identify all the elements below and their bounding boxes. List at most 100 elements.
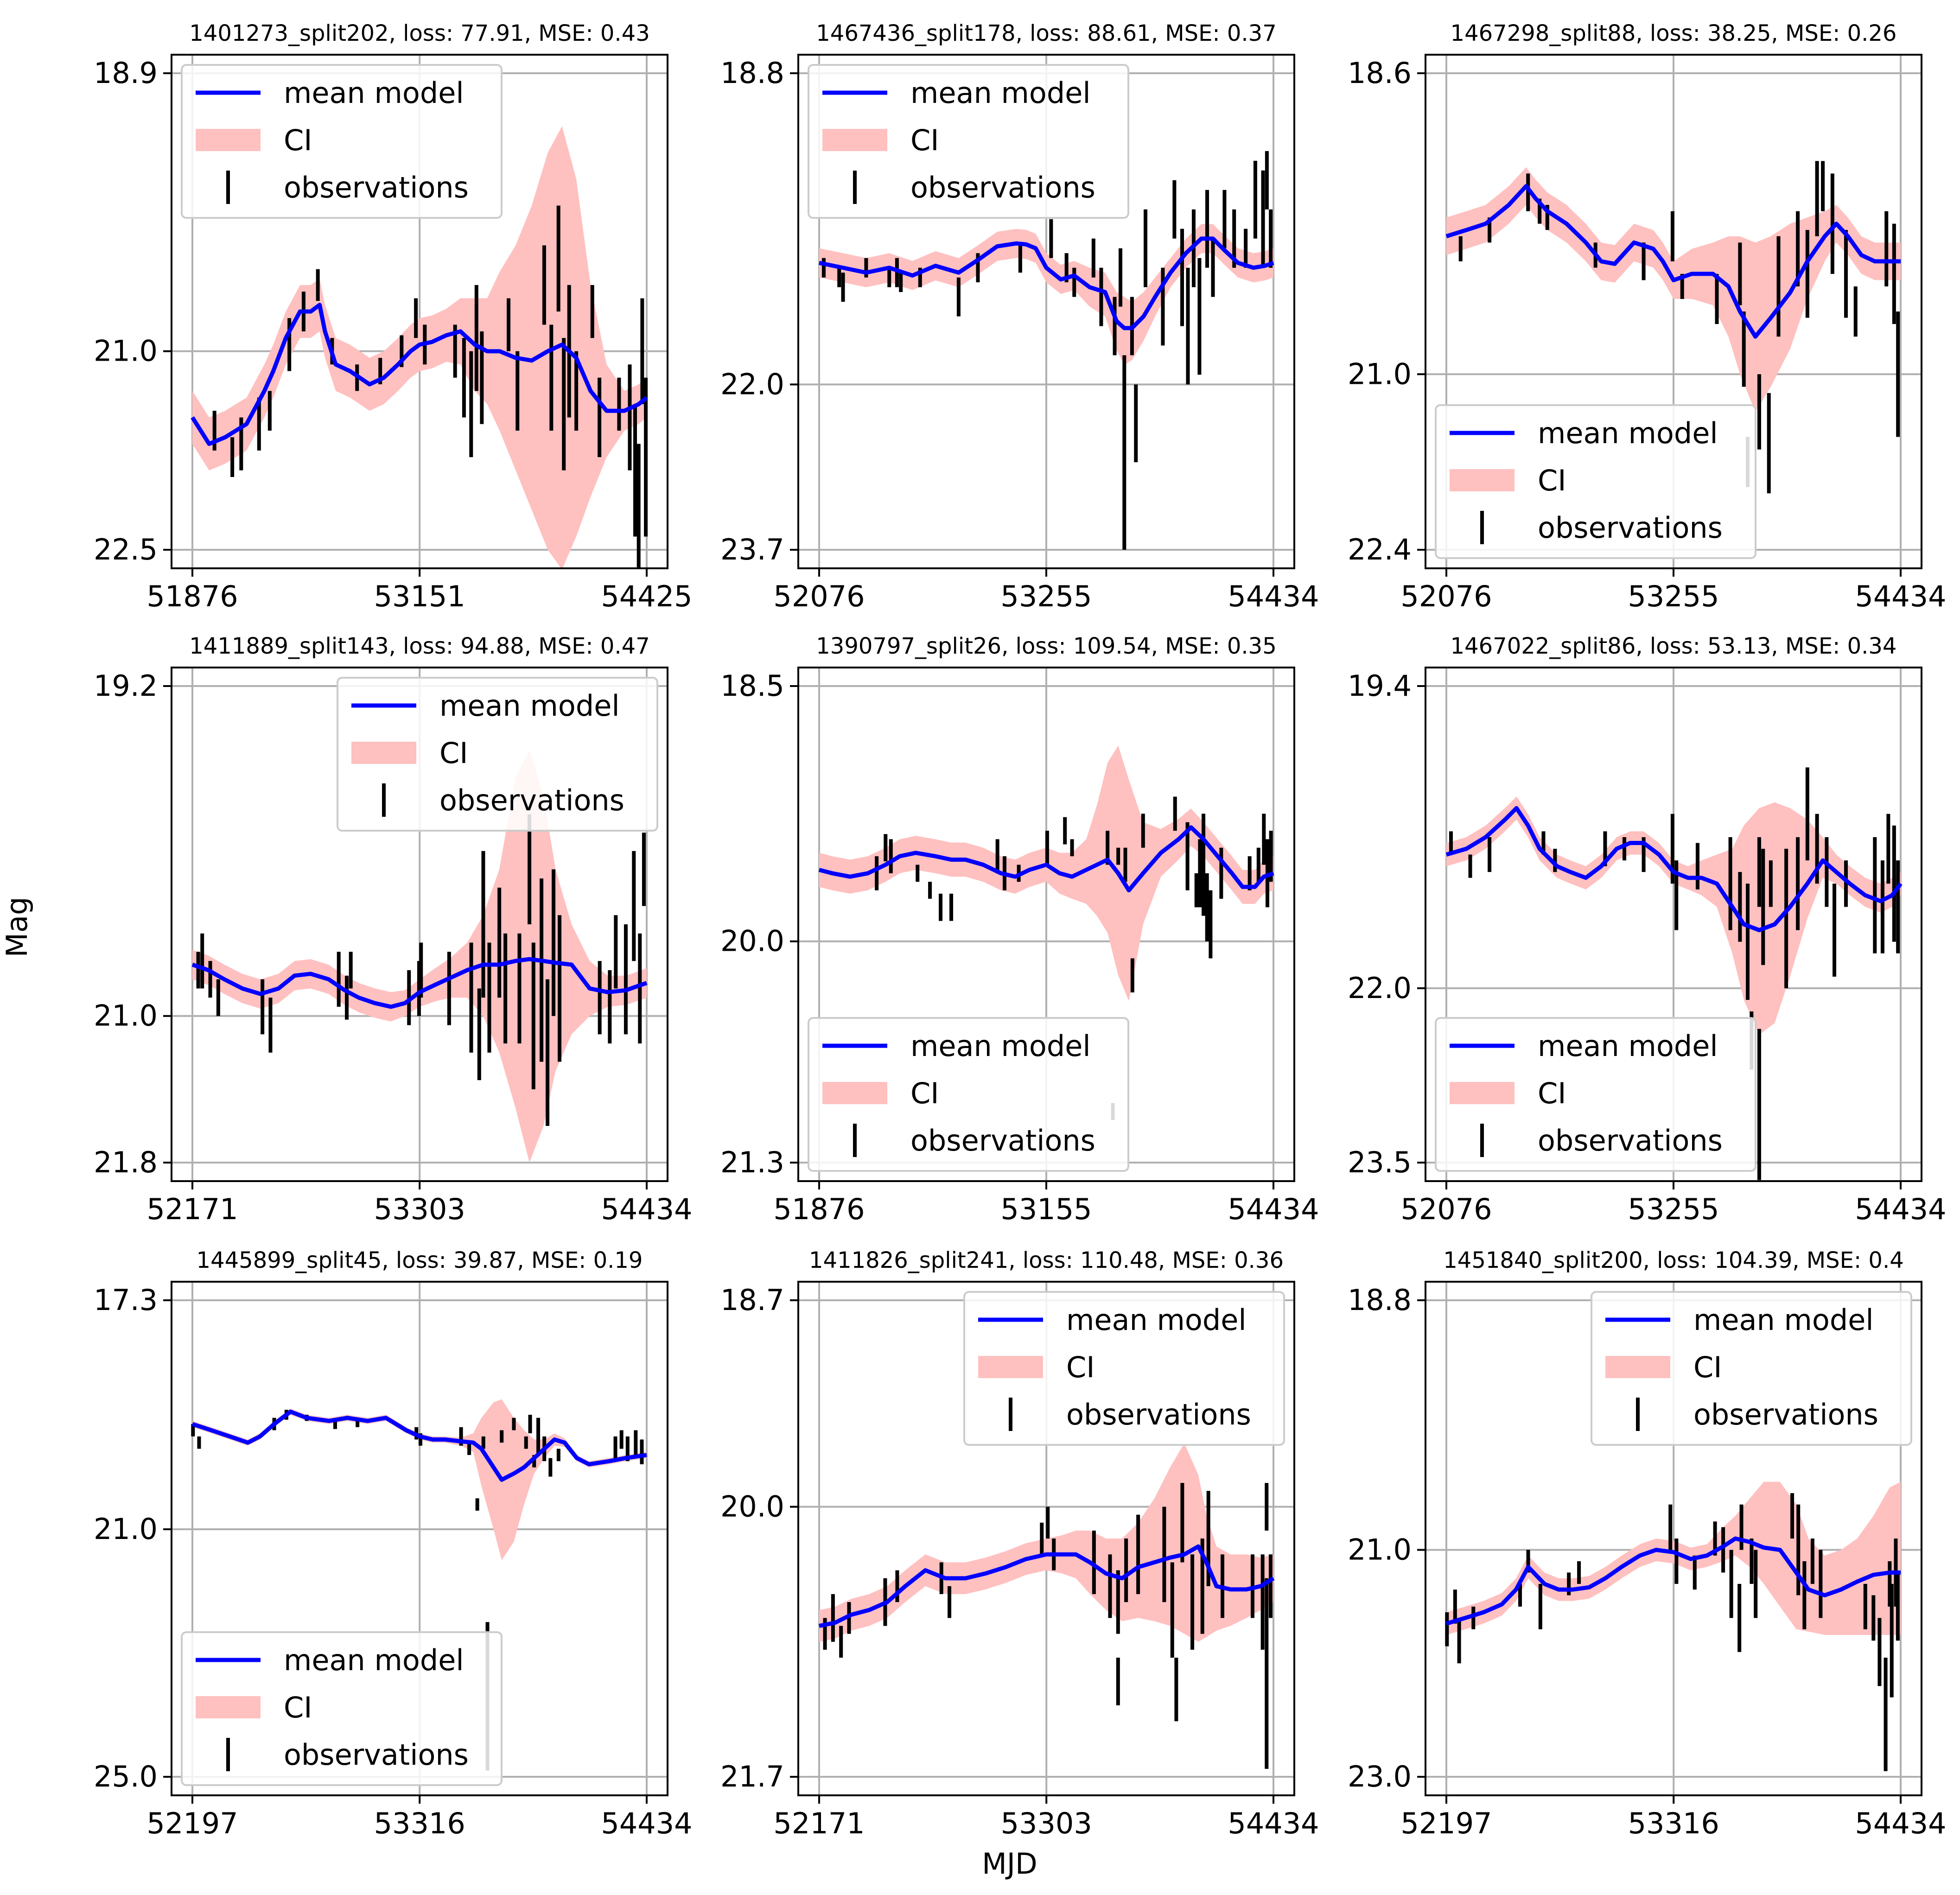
legend: mean model CI observations <box>808 1017 1129 1172</box>
x-tick-label: 53255 <box>1628 1192 1719 1226</box>
subplot-title: 1411826_split241, loss: 110.48, MSE: 0.3… <box>809 1247 1284 1273</box>
legend-label-obs: observations <box>910 1124 1095 1157</box>
plot-area <box>819 1443 1275 1769</box>
subplot-title: 1467298_split88, loss: 38.25, MSE: 0.26 <box>1451 20 1897 46</box>
mean-model-line <box>819 236 1274 331</box>
mean-model-line <box>191 957 648 1009</box>
plot-area <box>191 750 648 1163</box>
x-tick-label: 53316 <box>374 1806 465 1840</box>
ci-band <box>819 745 1273 1001</box>
y-tick-label: 18.8 <box>1348 1283 1412 1317</box>
legend: mean model CI observations <box>181 1631 503 1786</box>
subplot-9: 1451840_split200, loss: 104.39, MSE: 0.4… <box>1348 1247 1947 1840</box>
legend: mean model CI observations <box>963 1291 1285 1446</box>
legend-box <box>181 1631 503 1786</box>
legend-label-model: mean model <box>284 1643 464 1677</box>
legend: mean model CI observations <box>337 677 658 832</box>
mean-model-line <box>818 825 1274 893</box>
legend-ci-swatch <box>1450 1082 1515 1104</box>
figure-xlabel: MJD <box>982 1847 1037 1881</box>
legend-label-ci: CI <box>284 1691 312 1724</box>
x-tick-label: 54434 <box>601 1192 692 1226</box>
x-tick-label: 52171 <box>146 1192 238 1226</box>
legend-label-model: mean model <box>910 76 1091 110</box>
y-tick-label: 18.5 <box>720 669 784 703</box>
legend-box <box>1435 1017 1756 1172</box>
x-tick-label: 54434 <box>1855 1192 1946 1226</box>
y-tick-label: 25.0 <box>94 1760 158 1793</box>
legend-ci-swatch <box>1450 469 1515 491</box>
mean-model-line <box>1445 806 1903 932</box>
legend: mean model CI observations <box>808 64 1129 219</box>
legend-label-ci: CI <box>439 736 468 770</box>
subplot-title: 1401273_split202, loss: 77.91, MSE: 0.43 <box>189 20 649 46</box>
y-tick-label: 18.7 <box>720 1283 784 1317</box>
x-tick-label: 52076 <box>1400 1192 1492 1226</box>
y-tick-label: 18.6 <box>1348 56 1412 90</box>
legend: mean model CI observations <box>1435 1017 1756 1172</box>
x-tick-label: 53155 <box>1000 1192 1092 1226</box>
ci-band <box>1446 1482 1901 1635</box>
y-tick-label: 23.7 <box>720 533 784 566</box>
x-tick-label: 53303 <box>374 1192 465 1226</box>
legend-label-model: mean model <box>1693 1303 1874 1337</box>
subplot-title: 1411889_split143, loss: 94.88, MSE: 0.47 <box>189 633 649 659</box>
legend-ci-swatch <box>978 1356 1043 1378</box>
y-tick-label: 22.4 <box>1348 533 1412 566</box>
subplot-6: 1467022_split86, loss: 53.13, MSE: 0.34 5… <box>1348 633 1947 1226</box>
figure-ylabel: Mag <box>0 897 34 958</box>
legend-ci-swatch <box>196 1696 261 1718</box>
y-tick-label: 21.3 <box>720 1145 784 1179</box>
legend-box <box>963 1291 1285 1446</box>
legend-label-ci: CI <box>910 1076 939 1110</box>
y-tick-label: 21.0 <box>1348 357 1412 391</box>
subplot-title: 1467022_split86, loss: 53.13, MSE: 0.34 <box>1451 633 1897 659</box>
y-tick-label: 21.7 <box>720 1760 784 1793</box>
y-tick-label: 21.8 <box>94 1145 158 1179</box>
subplot-grid: 1401273_split202, loss: 77.91, MSE: 0.43… <box>94 20 1947 1840</box>
legend-ci-swatch <box>822 129 887 151</box>
ci-band <box>1446 167 1901 412</box>
legend-label-ci: CI <box>1538 464 1566 497</box>
y-tick-label: 18.9 <box>94 56 158 90</box>
y-tick-label: 19.2 <box>94 669 158 703</box>
legend-ci-swatch <box>196 129 261 151</box>
legend-label-obs: observations <box>1538 511 1723 545</box>
y-tick-label: 23.5 <box>1348 1145 1412 1179</box>
legend: mean model CI observations <box>181 64 503 219</box>
legend-label-ci: CI <box>1538 1076 1566 1110</box>
y-tick-label: 17.3 <box>94 1283 158 1317</box>
x-tick-label: 52076 <box>1400 579 1492 613</box>
x-tick-label: 53316 <box>1628 1806 1719 1840</box>
subplot-8: 1411826_split241, loss: 110.48, MSE: 0.3… <box>720 1247 1319 1840</box>
legend-label-ci: CI <box>910 123 939 157</box>
ci-band <box>192 1399 647 1560</box>
y-tick-label: 20.0 <box>720 924 784 958</box>
legend-label-ci: CI <box>284 123 312 157</box>
legend-label-model: mean model <box>1538 416 1718 450</box>
y-tick-label: 23.0 <box>1348 1760 1412 1793</box>
x-tick-label: 53151 <box>374 579 465 613</box>
legend-box <box>181 64 503 219</box>
plot-area <box>818 745 1274 1120</box>
legend-box <box>337 677 658 832</box>
legend-box <box>1435 404 1756 559</box>
x-tick-label: 52076 <box>773 579 865 613</box>
y-tick-label: 22.5 <box>94 533 158 566</box>
legend-label-ci: CI <box>1693 1350 1722 1384</box>
y-tick-label: 21.0 <box>94 334 158 368</box>
x-tick-label: 52197 <box>146 1806 238 1840</box>
subplot-title: 1451840_split200, loss: 104.39, MSE: 0.4 <box>1443 1247 1903 1273</box>
y-tick-label: 21.0 <box>1348 1533 1412 1566</box>
legend-label-model: mean model <box>439 689 620 723</box>
y-tick-label: 20.0 <box>720 1489 784 1523</box>
plot-area <box>1445 161 1901 494</box>
y-tick-label: 22.0 <box>720 367 784 401</box>
legend: mean model CI observations <box>1591 1291 1912 1446</box>
mean-model-line <box>191 303 648 446</box>
legend-label-model: mean model <box>910 1029 1091 1063</box>
legend-label-obs: observations <box>1066 1398 1251 1431</box>
x-tick-label: 51876 <box>146 579 238 613</box>
mean-model-line <box>1445 1536 1901 1626</box>
